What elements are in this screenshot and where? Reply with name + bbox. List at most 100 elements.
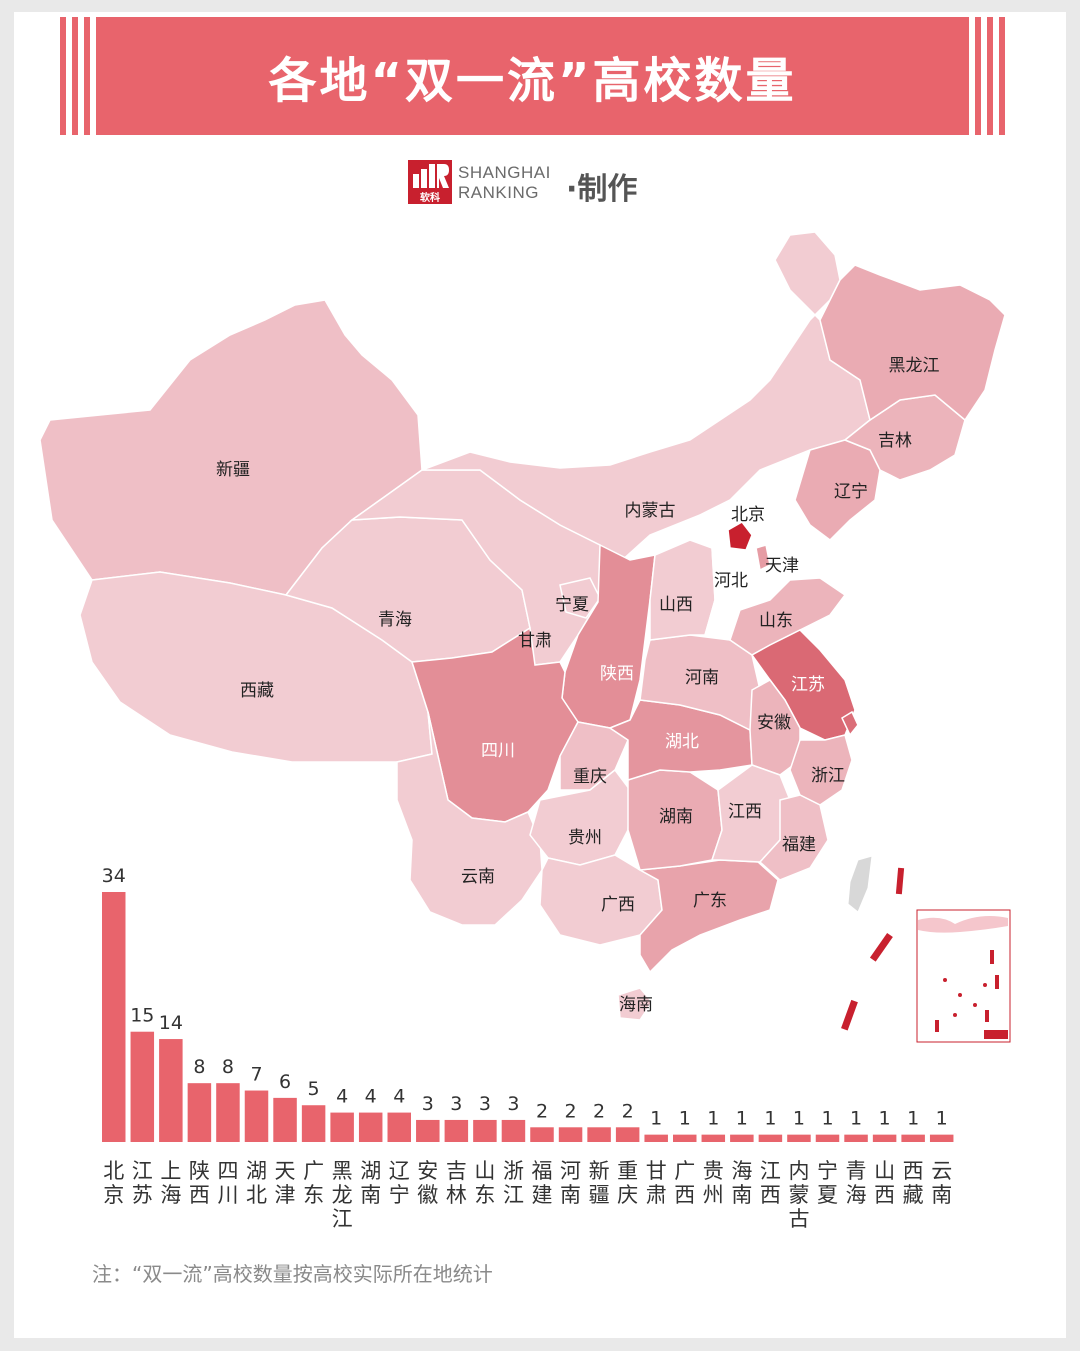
province-label: 宁夏 [555, 595, 589, 615]
province-shape [819, 264, 1006, 422]
province-shapes [39, 231, 1006, 1021]
province-label: 黑龙江 [889, 356, 940, 376]
category-label: 吉林 [446, 1159, 467, 1207]
province-label: 贵州 [568, 828, 602, 848]
province-label: 河北 [714, 571, 748, 591]
category-label: 湖南 [360, 1159, 381, 1207]
footnote: 注：“双一流”高校数量按高校实际所在地统计 [92, 1262, 493, 1286]
bar [301, 1105, 326, 1142]
bar [701, 1134, 726, 1142]
province-label: 天津 [765, 556, 799, 576]
province-label: 广西 [601, 895, 635, 915]
bar [387, 1112, 411, 1142]
category-label: 云南 [931, 1159, 952, 1207]
category-label: 湖北 [246, 1159, 267, 1207]
bar-value-label: 3 [507, 1093, 519, 1115]
bar-value-label: 8 [193, 1056, 205, 1078]
bar-series: 34 北京 15 江苏 14 上海 8 陕西 8 四川 7 湖北 6 天津 5 广东 4 黑龙江 4 湖南 4 辽宁 3 安徽… [102, 865, 954, 1231]
province-label: 福建 [782, 835, 816, 855]
bar [187, 1083, 212, 1142]
province-label: 江苏 [791, 675, 825, 695]
province-shape [758, 794, 829, 881]
province-label: 山西 [659, 595, 693, 615]
province-shape [396, 711, 543, 926]
bar-value-label: 1 [793, 1108, 805, 1130]
bar-value-label: 14 [159, 1012, 183, 1034]
bar-value-label: 7 [250, 1064, 262, 1086]
province-shape [529, 768, 631, 866]
bar-value-label: 3 [422, 1093, 434, 1115]
province-label: 河南 [685, 668, 719, 688]
province-label: 辽宁 [834, 482, 868, 502]
category-label: 贵州 [703, 1159, 724, 1207]
bar-value-label: 2 [593, 1100, 605, 1122]
category-label: 上海 [160, 1159, 181, 1207]
bar [244, 1090, 269, 1142]
province-label: 山东 [759, 611, 793, 631]
bar-value-label: 1 [764, 1108, 776, 1130]
category-label: 安徽 [417, 1159, 438, 1207]
bar [844, 1134, 868, 1142]
brand-name-line1: SHANGHAI [458, 163, 551, 182]
province-label: 上海 [860, 722, 894, 742]
category-label: 广西 [674, 1159, 695, 1207]
bar [473, 1119, 497, 1142]
province-shape [699, 499, 791, 641]
bar [787, 1134, 811, 1142]
bar-value-label: 3 [450, 1093, 462, 1115]
province-label: 浙江 [811, 766, 845, 786]
bar-value-label: 34 [102, 865, 126, 887]
bar [530, 1127, 554, 1142]
bar [615, 1127, 640, 1142]
made-by-label: ·制作 [566, 172, 638, 207]
province-shape [617, 987, 653, 1021]
bar-value-label: 3 [479, 1093, 491, 1115]
bar-value-label: 1 [679, 1108, 691, 1130]
category-label: 海南 [731, 1159, 752, 1207]
category-label: 黑龙江 [332, 1159, 353, 1231]
province-label: 江西 [728, 802, 762, 822]
nine-dash-line-3 [841, 999, 858, 1031]
province-label: 青海 [378, 610, 412, 630]
bar [358, 1112, 383, 1142]
province-shape [727, 521, 753, 551]
bar [330, 1112, 354, 1142]
province-label: 吉林 [878, 431, 912, 451]
bar-value-label: 2 [536, 1100, 548, 1122]
bar-value-label: 2 [622, 1100, 634, 1122]
bar-value-label: 4 [393, 1086, 405, 1108]
province-shape [729, 577, 847, 656]
bar-value-label: 1 [707, 1108, 719, 1130]
bar-value-label: 1 [736, 1108, 748, 1130]
brand-logo-text: 软科 [420, 191, 440, 204]
province-label: 西藏 [240, 681, 274, 701]
bar-value-label: 15 [130, 1005, 154, 1027]
bar [929, 1134, 954, 1142]
category-label: 重庆 [617, 1159, 638, 1207]
bar [872, 1134, 897, 1142]
bar [444, 1119, 469, 1142]
category-label: 山西 [874, 1159, 895, 1207]
province-label: 内蒙古 [625, 501, 676, 521]
taiwan-shape [847, 855, 873, 913]
province-label: 安徽 [757, 713, 791, 733]
category-label: 天津 [275, 1159, 296, 1207]
bar-value-label: 5 [308, 1078, 320, 1100]
province-shape [841, 710, 859, 737]
bar [159, 1039, 183, 1142]
category-label: 江西 [760, 1159, 781, 1207]
province-label: 甘肃 [518, 631, 552, 651]
south-china-sea-inset [916, 909, 1011, 1043]
province-label: 广东 [693, 891, 727, 911]
bar [130, 1031, 155, 1142]
category-label: 江苏 [132, 1159, 153, 1207]
province-label: 湖南 [659, 807, 693, 827]
category-label: 广东 [303, 1159, 324, 1207]
bar [587, 1127, 611, 1142]
nine-dash-line-1 [895, 867, 905, 895]
bar-value-label: 8 [222, 1056, 234, 1078]
category-label: 辽宁 [389, 1159, 410, 1207]
